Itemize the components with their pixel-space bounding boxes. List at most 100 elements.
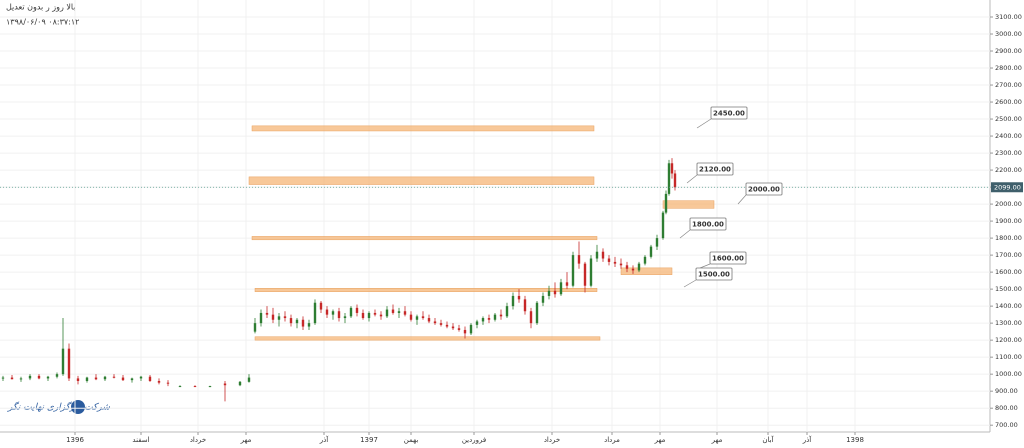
candle-body bbox=[55, 374, 59, 377]
candle-body bbox=[319, 302, 323, 310]
x-tick-label: 1398 bbox=[846, 436, 864, 444]
candle-body bbox=[46, 376, 50, 379]
annotation-box bbox=[710, 106, 748, 120]
annotation-box bbox=[745, 182, 783, 196]
zone bbox=[248, 176, 595, 185]
candle-body bbox=[307, 323, 311, 327]
y-tick-label: 1700.00 bbox=[995, 251, 1022, 259]
y-tick-label: 900.00 bbox=[995, 387, 1018, 395]
annotation-label: 2120.00 bbox=[699, 166, 731, 174]
candle-body bbox=[571, 255, 575, 286]
y-tick-label: 1100.00 bbox=[995, 353, 1022, 361]
annotation-leader bbox=[686, 174, 698, 184]
candle-body bbox=[379, 314, 383, 317]
candle-body bbox=[337, 311, 341, 319]
x-tick-label: مهر bbox=[711, 436, 723, 444]
candle-body bbox=[289, 318, 293, 324]
y-tick-label: 2900.00 bbox=[995, 47, 1022, 55]
candle-body bbox=[553, 290, 557, 295]
candle-body bbox=[529, 311, 533, 324]
y-tick-label: 3100.00 bbox=[995, 13, 1022, 21]
candle-body bbox=[265, 312, 269, 315]
candle-body bbox=[469, 324, 473, 334]
candle-body bbox=[37, 375, 41, 379]
candle-body bbox=[559, 282, 563, 295]
annotation-label: 2450.00 bbox=[713, 110, 745, 118]
x-tick-label: 1397 bbox=[360, 436, 378, 444]
candle-body bbox=[301, 319, 305, 327]
candle-body bbox=[475, 321, 479, 325]
candle-body bbox=[589, 258, 593, 286]
chart-title: بالا روز ر بدون تعدیل bbox=[6, 3, 76, 12]
y-tick-label: 2200.00 bbox=[995, 166, 1022, 174]
candle-body bbox=[61, 348, 65, 375]
y-tick-label: 1300.00 bbox=[995, 319, 1022, 327]
candle-body bbox=[664, 193, 668, 213]
y-tick-label: 2300.00 bbox=[995, 149, 1022, 157]
candle-body bbox=[463, 329, 467, 334]
annotation-leader bbox=[679, 229, 691, 239]
candle-body bbox=[415, 316, 419, 320]
candle-body bbox=[271, 314, 275, 320]
y-tick-label: 1200.00 bbox=[995, 336, 1022, 344]
candle-body bbox=[613, 261, 617, 264]
candle-body bbox=[493, 314, 497, 320]
candle-body bbox=[223, 383, 227, 386]
candle-body bbox=[631, 268, 635, 271]
candle-body bbox=[535, 302, 539, 324]
candle-body bbox=[619, 263, 623, 266]
candle-body bbox=[487, 318, 491, 320]
candle-body bbox=[565, 282, 569, 286]
annotation-box bbox=[709, 251, 747, 265]
candle-body bbox=[208, 386, 212, 388]
y-tick-label: 2000.00 bbox=[995, 200, 1022, 208]
candle-body bbox=[367, 312, 371, 319]
candle-body bbox=[403, 311, 407, 315]
y-tick-label: 3000.00 bbox=[995, 30, 1022, 38]
candle-body bbox=[157, 380, 161, 383]
last-price-box bbox=[991, 182, 1023, 193]
candle-body bbox=[481, 318, 485, 322]
candle-body bbox=[457, 328, 461, 330]
annotation-box bbox=[696, 162, 734, 176]
zone bbox=[251, 236, 598, 241]
x-tick-label: خرداد bbox=[544, 436, 560, 444]
candle-body bbox=[259, 312, 263, 324]
annotation-box bbox=[695, 267, 733, 281]
y-tick-label: 2400.00 bbox=[995, 132, 1022, 140]
watermark-text: شرکت کارگزاری نهایت نگر bbox=[7, 401, 110, 413]
candle-body bbox=[541, 295, 545, 303]
candle-body bbox=[19, 378, 23, 380]
candle-body bbox=[577, 255, 581, 264]
candle-body bbox=[409, 314, 413, 320]
candle-body bbox=[139, 376, 143, 379]
x-tick-label: 1396 bbox=[66, 436, 84, 444]
candle-body bbox=[499, 314, 503, 317]
candle-body bbox=[283, 316, 287, 319]
candle-body bbox=[343, 316, 347, 319]
candle-body bbox=[313, 302, 317, 324]
x-tick-label: آذر bbox=[802, 435, 812, 444]
y-tick-label: 2700.00 bbox=[995, 81, 1022, 89]
y-tick-label: 1500.00 bbox=[995, 285, 1022, 293]
candle-body bbox=[178, 386, 182, 388]
candle-body bbox=[601, 251, 605, 259]
watermark: شرکت کارگزاری نهایت نگر bbox=[7, 400, 110, 414]
zone bbox=[254, 288, 598, 292]
x-tick-label: آذر bbox=[319, 435, 329, 444]
candle-body bbox=[355, 307, 359, 313]
candle-body bbox=[523, 299, 527, 312]
candle-body bbox=[667, 163, 671, 194]
candle-body bbox=[361, 312, 365, 319]
candle-body bbox=[673, 173, 677, 188]
candle-body bbox=[583, 263, 587, 286]
candle-body bbox=[637, 263, 641, 271]
annotation-leader bbox=[737, 194, 747, 205]
annotation-label: 1600.00 bbox=[712, 255, 744, 263]
zone bbox=[254, 336, 601, 341]
candle-body bbox=[385, 309, 389, 317]
candle-body bbox=[439, 323, 443, 325]
candle-body bbox=[130, 378, 134, 381]
candle-body bbox=[661, 212, 665, 239]
